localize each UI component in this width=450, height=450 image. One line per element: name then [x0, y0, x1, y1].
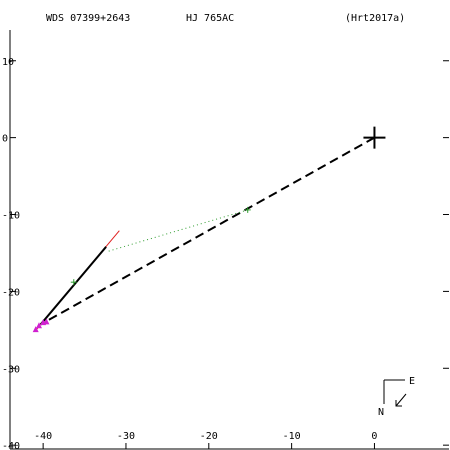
y-tick-label: 10	[2, 57, 14, 68]
observation-magenta-triangle	[32, 326, 39, 333]
residual-dotted-line	[107, 209, 248, 252]
orbit-curve	[39, 246, 107, 326]
plot-axes: -40 -30 -20 -10 0 10 0 -10 -20 -30 -40	[2, 30, 449, 450]
motion-arrow-head-icon	[395, 400, 402, 407]
observation-magenta-triangle	[43, 318, 50, 325]
x-tick-label: -10	[283, 431, 301, 442]
observation-marks	[32, 126, 386, 333]
x-tick-label: 0	[371, 431, 377, 442]
wds-id-label: WDS 07399+2643	[46, 13, 130, 24]
x-tick-label: -40	[34, 431, 52, 442]
compass-north-label: N	[378, 407, 384, 418]
observation-magenta-triangle	[35, 322, 42, 329]
y-tick-label: 0	[2, 134, 8, 145]
compass: E N	[378, 376, 415, 418]
y-tick-label: -20	[2, 287, 20, 298]
y-tick-label: -30	[2, 364, 20, 375]
discoverer-label: HJ 765AC	[186, 13, 234, 24]
motion-arrow-icon	[395, 393, 407, 407]
x-tick-label: -20	[200, 431, 218, 442]
reference-label: (Hrt2017a)	[345, 13, 405, 24]
x-tick-label: -30	[117, 431, 135, 442]
y-tick-label: -40	[2, 441, 20, 450]
separation-dashed-line	[40, 136, 375, 326]
compass-east-label: E	[409, 376, 415, 387]
orbit-lines	[34, 136, 375, 332]
y-tick-label: -10	[2, 211, 20, 222]
